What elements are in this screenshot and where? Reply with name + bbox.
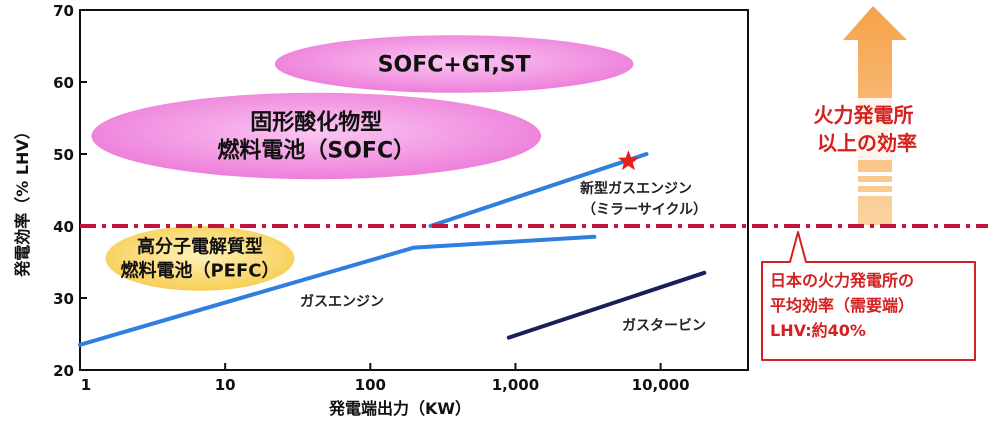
y-tick-label-5: 70 bbox=[53, 2, 74, 20]
region-label-2: 高分子電解質型燃料電池（PEFC） bbox=[120, 236, 279, 282]
x-tick-label-1: 10 bbox=[215, 376, 236, 394]
arrow-label: 火力発電所 以上の効率 bbox=[814, 103, 921, 155]
y-tick-label-0: 20 bbox=[53, 362, 74, 380]
average-efficiency-label: 日本の火力発電所の 平均効率（需要端） LHV:約40% bbox=[770, 271, 920, 340]
series-line-0 bbox=[78, 234, 597, 347]
y-axis-title: 発電効率（% LHV） bbox=[13, 123, 32, 278]
series-line-2 bbox=[506, 270, 707, 340]
region-ellipse-1 bbox=[91, 92, 542, 180]
region-ellipse-2 bbox=[105, 226, 295, 291]
region-label-0: SOFC+GT,ST bbox=[378, 53, 531, 78]
series-line-1 bbox=[428, 152, 649, 228]
series-label-new-gas-engine: 新型ガスエンジン （ミラーサイクル） bbox=[580, 180, 707, 218]
series-label-gas-engine: ガスエンジン bbox=[300, 294, 384, 310]
y-tick-label-1: 30 bbox=[53, 290, 74, 308]
plot-frame bbox=[79, 9, 749, 371]
region-ellipse-0 bbox=[274, 35, 634, 93]
y-tick-label-2: 40 bbox=[53, 218, 74, 236]
y-tick-label-4: 60 bbox=[53, 74, 74, 92]
average-efficiency-callout bbox=[761, 231, 976, 361]
x-tick-label-4: 10,000 bbox=[632, 376, 690, 394]
x-tick-label-0: 1 bbox=[81, 376, 91, 394]
series-label-gas-turbine: ガスタービン bbox=[622, 318, 706, 334]
x-axis-title: 発電端出力（KW） bbox=[328, 399, 471, 418]
x-tick-label-3: 1,000 bbox=[492, 376, 539, 394]
region-label-1: 固形酸化物型燃料電池（SOFC） bbox=[217, 110, 415, 164]
y-tick-label-3: 50 bbox=[53, 146, 74, 164]
x-tick-label-2: 100 bbox=[355, 376, 386, 394]
star-marker-0 bbox=[617, 150, 639, 171]
